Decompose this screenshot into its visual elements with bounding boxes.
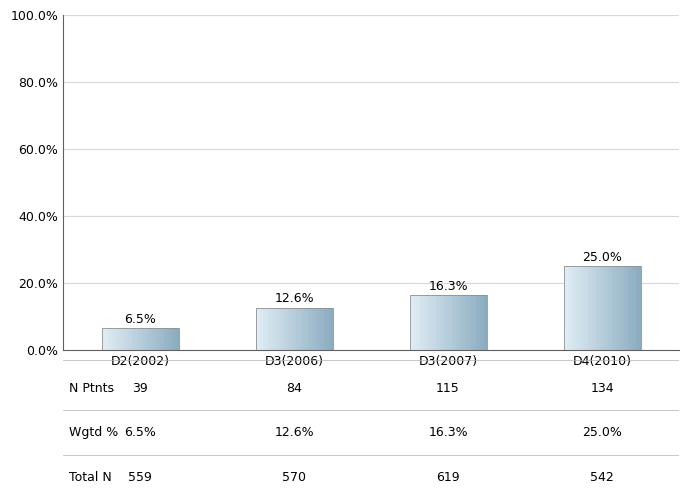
Text: 16.3%: 16.3% bbox=[428, 280, 468, 293]
Text: Total N: Total N bbox=[69, 471, 112, 484]
Text: 570: 570 bbox=[282, 471, 306, 484]
Text: 134: 134 bbox=[590, 382, 614, 394]
Text: 84: 84 bbox=[286, 382, 302, 394]
Text: 115: 115 bbox=[436, 382, 460, 394]
Text: 559: 559 bbox=[128, 471, 152, 484]
Text: 12.6%: 12.6% bbox=[274, 426, 314, 440]
Text: 6.5%: 6.5% bbox=[124, 426, 156, 440]
Text: 39: 39 bbox=[132, 382, 148, 394]
Text: 619: 619 bbox=[436, 471, 460, 484]
Text: 6.5%: 6.5% bbox=[124, 313, 156, 326]
Text: 25.0%: 25.0% bbox=[582, 426, 622, 440]
Text: Wgtd %: Wgtd % bbox=[69, 426, 118, 440]
Text: 542: 542 bbox=[590, 471, 614, 484]
Text: 25.0%: 25.0% bbox=[582, 251, 622, 264]
Text: N Ptnts: N Ptnts bbox=[69, 382, 114, 394]
Text: 12.6%: 12.6% bbox=[274, 292, 314, 306]
Text: 16.3%: 16.3% bbox=[428, 426, 468, 440]
